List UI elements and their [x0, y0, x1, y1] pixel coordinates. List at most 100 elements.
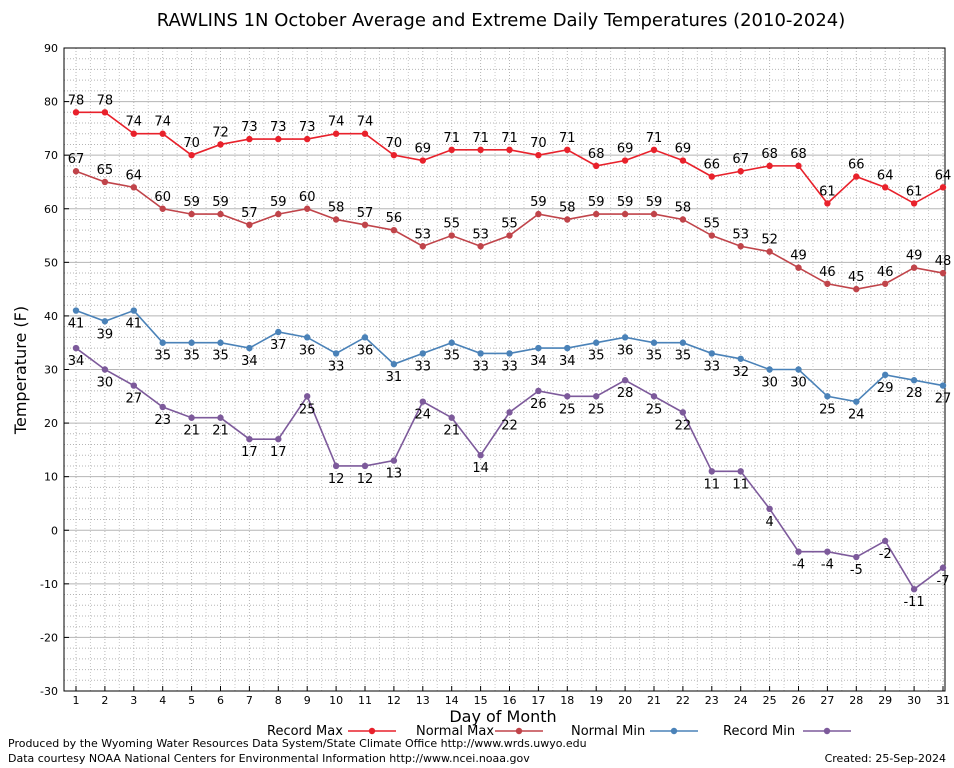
record-min-point	[564, 393, 571, 400]
normal-max-point	[939, 269, 947, 277]
record-min-data-label: 25	[646, 402, 663, 417]
record-min-point	[304, 393, 311, 400]
x-tick-label: 3	[130, 694, 137, 707]
normal-min-data-label: 34	[241, 354, 258, 369]
normal-max-point	[535, 210, 542, 218]
record-max-point	[217, 141, 224, 148]
normal-max-data-label: 59	[588, 195, 605, 210]
normal-min-point	[304, 334, 311, 341]
x-tick-label: 20	[618, 694, 632, 707]
normal-min-data-label: 32	[732, 365, 749, 380]
normal-max-point	[882, 280, 889, 287]
record-min-data-label: -11	[903, 595, 924, 610]
record-max-data-label: 69	[675, 142, 692, 157]
normal-min-data-label: 36	[617, 343, 634, 358]
x-tick-label: 7	[246, 694, 253, 707]
normal-min-point	[650, 339, 658, 346]
legend: Record Max Normal Max Normal Min Record Min	[267, 724, 851, 739]
y-tick-label: 70	[44, 149, 58, 162]
normal-min-data-label: 31	[386, 370, 403, 385]
record-max-point	[361, 130, 369, 137]
record-max-point	[853, 173, 860, 180]
normal-max-point	[564, 216, 571, 223]
record-min-data-label: 17	[241, 445, 258, 460]
record-max-data-label: 74	[154, 115, 171, 130]
normal-max-data-label: 59	[212, 195, 229, 210]
normal-min-point	[72, 307, 80, 314]
record-max-data-label: 73	[270, 120, 287, 135]
x-tick-label: 21	[647, 694, 661, 707]
x-tick-label: 24	[734, 694, 748, 707]
record-max-data-label: 64	[935, 168, 952, 183]
record-min-data-label: -2	[879, 547, 892, 562]
normal-min-data-label: 35	[154, 349, 171, 364]
normal-min-point	[679, 339, 687, 346]
normal-min-point	[910, 377, 918, 384]
normal-max-data-label: 64	[126, 168, 143, 183]
record-max-point	[795, 162, 802, 170]
record-min-point	[188, 414, 195, 421]
record-min-data-label: 4	[765, 515, 773, 530]
record-min-data-label: 25	[299, 402, 316, 417]
record-min-data-label: -4	[821, 558, 834, 573]
record-max-data-label: 70	[386, 136, 403, 151]
record-max-point	[130, 130, 137, 137]
series-lines	[72, 109, 947, 593]
record-min-point	[910, 585, 918, 593]
y-axis-ticks: -30 -20 -10 0 10 20 30 40 50 60 70 80 90	[40, 42, 69, 698]
record-max-data-label: 70	[530, 136, 547, 151]
normal-min-point	[130, 307, 137, 314]
x-tick-label: 1	[73, 694, 80, 707]
normal-max-point	[72, 168, 80, 175]
normal-max-data-label: 52	[761, 233, 778, 248]
normal-min-point	[477, 350, 484, 357]
record-max-data-label: 61	[819, 184, 836, 199]
normal-max-data-label: 59	[183, 195, 200, 210]
normal-max-data-label: 57	[241, 206, 258, 221]
record-max-data-label: 78	[68, 93, 85, 108]
record-min-data-label: 21	[183, 424, 200, 439]
normal-max-point	[130, 184, 137, 191]
normal-max-data-label: 60	[299, 190, 316, 205]
record-max-point	[101, 109, 109, 116]
record-max-data-label: 71	[472, 131, 489, 146]
record-max-data-label: 71	[559, 131, 576, 146]
x-tick-label: 14	[445, 694, 459, 707]
record-max-data-label: 74	[328, 115, 345, 130]
normal-max-point	[101, 178, 109, 186]
normal-max-data-label: 67	[68, 152, 85, 167]
normal-min-data-label: 30	[761, 376, 778, 391]
chart-title: RAWLINS 1N October Average and Extreme D…	[157, 10, 846, 31]
legend-marker-record-max	[368, 727, 376, 735]
record-min-data-label: 13	[386, 467, 403, 482]
record-min-data-label: 11	[732, 477, 749, 492]
record-min-point	[477, 452, 484, 459]
record-max-data-label: 74	[126, 115, 143, 130]
normal-max-point	[593, 210, 600, 218]
y-tick-label: 40	[44, 310, 58, 323]
normal-min-data-label: 36	[357, 343, 374, 358]
x-tick-label: 4	[159, 694, 166, 707]
legend-label-record-max: Record Max	[267, 724, 343, 739]
record-max-point	[332, 130, 340, 137]
x-tick-label: 27	[820, 694, 834, 707]
normal-min-point	[217, 339, 224, 346]
record-min-point	[795, 548, 802, 555]
record-min-point	[939, 564, 947, 571]
normal-min-data-label: 35	[588, 349, 605, 364]
record-max-point	[939, 184, 947, 191]
normal-min-point	[332, 350, 340, 357]
record-max-data-label: 71	[443, 131, 460, 146]
x-tick-label: 11	[358, 694, 372, 707]
record-min-point	[390, 457, 398, 464]
normal-min-data-label: 35	[443, 349, 460, 364]
normal-min-point	[708, 350, 715, 357]
record-min-point	[101, 366, 109, 373]
legend-marker-normal-min	[670, 727, 678, 735]
record-min-point	[824, 548, 831, 555]
record-min-point	[448, 414, 455, 421]
x-tick-label: 30	[907, 694, 921, 707]
x-tick-label: 6	[217, 694, 224, 707]
record-max-point	[737, 168, 744, 175]
